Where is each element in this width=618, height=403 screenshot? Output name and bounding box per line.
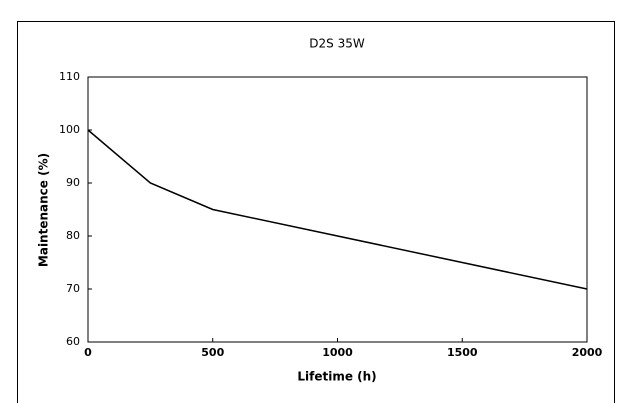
x-tick-label: 1500 [447,346,478,359]
data-line [87,129,588,290]
x-tick-label: 0 [84,346,92,359]
x-tick-label: 1000 [322,346,353,359]
y-tick-label: 80 [66,229,80,242]
y-tick-label: 110 [59,70,80,83]
y-tick-label: 90 [66,176,80,189]
x-tick-label: 2000 [572,346,603,359]
y-axis-label: Maintenance (%) [37,153,51,267]
x-axis-label: Lifetime (h) [297,370,376,384]
y-tick-label: 70 [66,282,80,295]
y-tick-label: 60 [66,335,80,348]
y-tick-label: 100 [59,123,80,136]
plot-area [87,76,588,343]
x-tick-label: 500 [201,346,224,359]
chart-title: D2S 35W [309,37,365,51]
chart-frame [17,21,615,403]
